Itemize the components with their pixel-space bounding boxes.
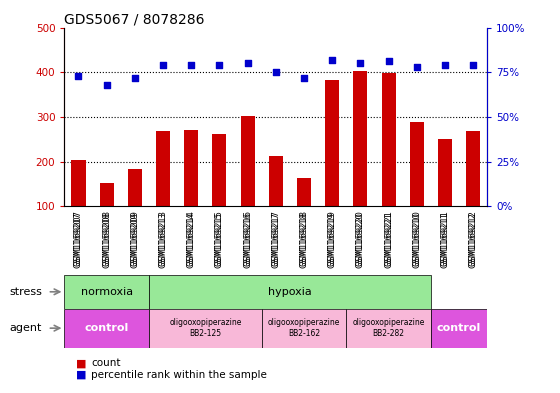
Point: [384, 58, 393, 64]
Text: GSM1169216: GSM1169216: [243, 210, 252, 266]
Text: GSM1169207: GSM1169207: [74, 210, 83, 266]
Text: GSM1169220: GSM1169220: [356, 212, 365, 268]
Bar: [410, 122, 424, 206]
Text: GSM1169211: GSM1169211: [440, 210, 450, 266]
Bar: [64, 309, 149, 348]
Text: GSM1169217: GSM1169217: [271, 212, 281, 268]
Text: GSM1169221: GSM1169221: [384, 212, 393, 268]
Bar: [269, 156, 283, 206]
Text: GSM1169221: GSM1169221: [384, 210, 393, 266]
Text: hypoxia: hypoxia: [268, 287, 312, 297]
Bar: [100, 183, 114, 206]
Bar: [297, 178, 311, 206]
Bar: [353, 71, 367, 206]
Text: GSM1169210: GSM1169210: [412, 210, 421, 266]
Text: percentile rank within the sample: percentile rank within the sample: [91, 370, 267, 380]
Text: GSM1169207: GSM1169207: [74, 212, 83, 268]
Text: stress: stress: [9, 287, 42, 297]
Point: [440, 62, 449, 68]
Bar: [212, 134, 226, 206]
Text: GSM1169212: GSM1169212: [469, 210, 478, 266]
Text: GSM1169211: GSM1169211: [440, 212, 450, 268]
Text: GSM1169215: GSM1169215: [215, 210, 224, 266]
Point: [158, 62, 167, 68]
Point: [300, 74, 309, 81]
Bar: [241, 116, 255, 206]
Text: GSM1169208: GSM1169208: [102, 212, 111, 268]
Point: [328, 57, 337, 63]
Text: GDS5067 / 8078286: GDS5067 / 8078286: [64, 12, 205, 26]
Text: ■: ■: [76, 370, 86, 380]
Text: GSM1169214: GSM1169214: [186, 210, 196, 266]
Point: [74, 73, 83, 79]
Bar: [72, 160, 86, 206]
Bar: [346, 309, 431, 348]
Point: [102, 82, 111, 88]
Text: GSM1169214: GSM1169214: [186, 212, 196, 268]
Bar: [431, 309, 487, 348]
Text: control: control: [85, 323, 129, 333]
Point: [215, 62, 224, 68]
Text: ■: ■: [76, 358, 86, 368]
Point: [271, 69, 280, 75]
Text: GSM1169213: GSM1169213: [158, 210, 167, 266]
Text: GSM1169217: GSM1169217: [271, 210, 281, 266]
Point: [243, 60, 252, 66]
Text: GSM1169212: GSM1169212: [469, 212, 478, 268]
Text: control: control: [437, 323, 481, 333]
Point: [187, 62, 196, 68]
Text: GSM1169209: GSM1169209: [130, 212, 139, 268]
Bar: [325, 80, 339, 206]
Text: oligooxopiperazine
BB2-162: oligooxopiperazine BB2-162: [268, 318, 340, 338]
Bar: [466, 131, 480, 206]
Text: GSM1169218: GSM1169218: [300, 212, 309, 268]
Text: GSM1169210: GSM1169210: [412, 212, 421, 268]
Text: normoxia: normoxia: [81, 287, 133, 297]
Text: count: count: [91, 358, 121, 368]
Text: GSM1169215: GSM1169215: [215, 212, 224, 268]
Point: [469, 62, 478, 68]
Text: oligooxopiperazine
BB2-125: oligooxopiperazine BB2-125: [169, 318, 241, 338]
Text: GSM1169219: GSM1169219: [328, 210, 337, 266]
Text: agent: agent: [10, 323, 42, 333]
Text: GSM1169208: GSM1169208: [102, 210, 111, 266]
Text: GSM1169213: GSM1169213: [158, 212, 167, 268]
Text: GSM1169220: GSM1169220: [356, 210, 365, 266]
Bar: [128, 169, 142, 206]
Bar: [438, 139, 452, 206]
Bar: [381, 73, 395, 206]
Bar: [184, 130, 198, 206]
Point: [356, 60, 365, 66]
Text: oligooxopiperazine
BB2-282: oligooxopiperazine BB2-282: [352, 318, 424, 338]
Point: [412, 64, 421, 70]
Bar: [149, 275, 431, 309]
Text: GSM1169216: GSM1169216: [243, 212, 252, 268]
Bar: [156, 131, 170, 206]
Bar: [149, 309, 262, 348]
Text: GSM1169218: GSM1169218: [300, 210, 309, 266]
Text: GSM1169219: GSM1169219: [328, 212, 337, 268]
Point: [130, 74, 139, 81]
Bar: [64, 275, 149, 309]
Bar: [262, 309, 346, 348]
Text: GSM1169209: GSM1169209: [130, 210, 139, 266]
